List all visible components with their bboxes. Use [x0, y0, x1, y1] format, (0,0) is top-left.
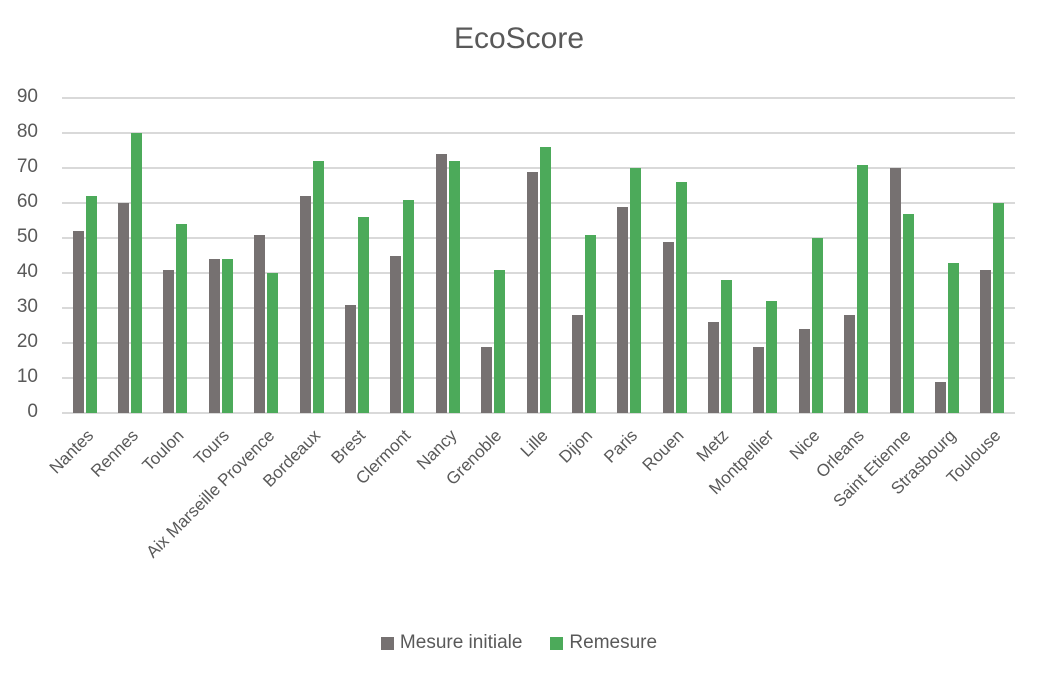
bar-remesure[interactable]: [721, 280, 733, 413]
bar-initial[interactable]: [72, 231, 84, 413]
x-tick-label: Lille: [516, 425, 552, 461]
bar-remesure[interactable]: [539, 147, 551, 413]
bar-initial[interactable]: [299, 196, 311, 413]
bar-remesure[interactable]: [811, 238, 823, 413]
gridline: [62, 377, 1015, 379]
x-tick-label: Metz: [692, 425, 733, 466]
bar-initial[interactable]: [662, 241, 674, 413]
gridline: [62, 237, 1015, 239]
y-tick-label: 80: [16, 121, 38, 142]
bar-remesure[interactable]: [176, 224, 188, 413]
bar-remesure[interactable]: [630, 168, 642, 413]
legend-swatch-icon: [550, 636, 564, 650]
gridline: [62, 342, 1015, 344]
bar-initial[interactable]: [617, 206, 629, 413]
bar-remesure[interactable]: [947, 262, 959, 413]
chart-title: EcoScore: [453, 22, 585, 55]
bar-remesure[interactable]: [584, 234, 596, 413]
legend: Mesure initiale Remesure: [0, 632, 1038, 654]
legend-swatch-icon: [380, 636, 394, 650]
bar-initial[interactable]: [481, 346, 493, 413]
bar-initial[interactable]: [798, 329, 810, 413]
bar-initial[interactable]: [254, 234, 266, 413]
y-tick-label: 40: [16, 261, 38, 282]
legend-item-remesure[interactable]: Remesure: [550, 632, 657, 654]
bar-remesure[interactable]: [494, 269, 506, 413]
legend-item-initial[interactable]: Mesure initiale: [380, 632, 523, 654]
bar-remesure[interactable]: [312, 161, 324, 413]
gridline: [62, 167, 1015, 169]
bar-remesure[interactable]: [902, 213, 914, 413]
gridline: [62, 132, 1015, 134]
bar-initial[interactable]: [934, 381, 946, 413]
gridline: [62, 307, 1015, 309]
y-tick-label: 70: [16, 156, 38, 177]
gridline: [62, 202, 1015, 204]
bar-initial[interactable]: [889, 168, 901, 413]
gridline: [62, 97, 1015, 99]
y-tick-label: 60: [16, 191, 38, 212]
bar-initial[interactable]: [708, 322, 720, 413]
x-tick-label: Nice: [785, 425, 824, 464]
legend-label: Mesure initiale: [399, 632, 523, 653]
legend-label: Remesure: [569, 632, 658, 653]
bar-initial[interactable]: [526, 171, 538, 413]
bar-remesure[interactable]: [993, 203, 1005, 413]
bar-remesure[interactable]: [85, 196, 97, 413]
bar-remesure[interactable]: [766, 301, 778, 413]
x-tick-label: Paris: [600, 425, 642, 467]
x-tick-label: Rennes: [87, 425, 143, 481]
bar-initial[interactable]: [435, 154, 447, 413]
y-tick-label: 90: [16, 86, 38, 107]
bar-initial[interactable]: [208, 259, 220, 413]
bar-initial[interactable]: [571, 315, 583, 413]
plot-area: [62, 97, 1015, 414]
bar-initial[interactable]: [390, 255, 402, 413]
bar-remesure[interactable]: [131, 133, 143, 413]
bar-remesure[interactable]: [221, 259, 233, 413]
bar-remesure[interactable]: [403, 199, 415, 413]
bar-remesure[interactable]: [448, 161, 460, 413]
bar-initial[interactable]: [980, 269, 992, 413]
x-tick-label: Dijon: [555, 425, 596, 467]
bar-initial[interactable]: [163, 269, 175, 413]
bar-remesure[interactable]: [857, 164, 869, 413]
bar-remesure[interactable]: [675, 182, 687, 413]
y-tick-label: 20: [16, 331, 38, 352]
bar-initial[interactable]: [844, 315, 856, 413]
y-tick-label: 50: [16, 226, 38, 247]
x-tick-label: Rouen: [638, 425, 688, 475]
bar-initial[interactable]: [118, 203, 130, 413]
bar-remesure[interactable]: [357, 217, 369, 413]
bar-initial[interactable]: [344, 304, 356, 413]
y-tick-label: 10: [16, 366, 38, 387]
y-tick-label: 0: [27, 401, 38, 422]
y-tick-label: 30: [16, 296, 38, 317]
gridline: [62, 272, 1015, 274]
x-tick-label: Toulon: [139, 425, 188, 475]
bar-initial[interactable]: [753, 346, 765, 413]
gridline: [62, 412, 1015, 414]
bar-remesure[interactable]: [267, 273, 279, 413]
